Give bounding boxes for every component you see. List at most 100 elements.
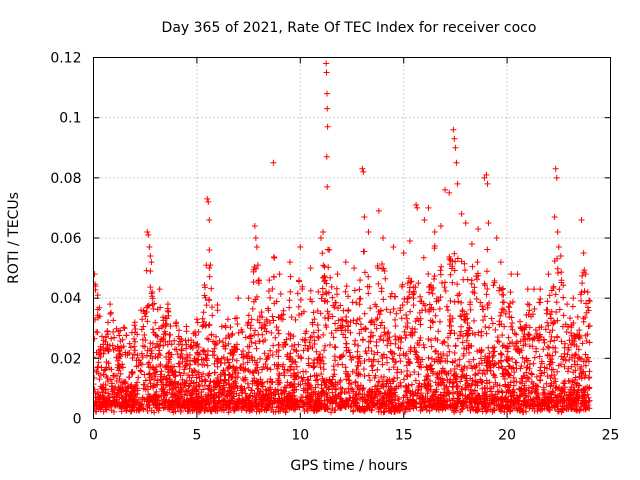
data-point xyxy=(533,348,540,355)
data-point xyxy=(570,295,577,302)
data-point xyxy=(328,283,335,290)
data-point xyxy=(451,330,458,337)
data-point xyxy=(540,346,547,353)
data-point xyxy=(184,351,191,358)
data-point xyxy=(421,344,428,351)
data-point xyxy=(554,333,561,340)
data-point xyxy=(93,349,100,356)
data-point xyxy=(556,286,563,293)
data-point xyxy=(191,368,198,375)
data-point xyxy=(558,269,565,276)
data-point xyxy=(523,408,530,415)
data-point xyxy=(442,279,449,286)
data-point xyxy=(464,394,471,401)
data-point xyxy=(386,366,393,373)
data-point xyxy=(141,371,148,378)
data-point xyxy=(360,248,367,255)
data-point xyxy=(491,344,498,351)
data-point xyxy=(518,325,525,332)
data-point xyxy=(459,339,466,346)
data-point xyxy=(401,296,408,303)
data-point xyxy=(154,354,161,361)
data-point xyxy=(129,354,136,361)
data-point xyxy=(268,329,275,336)
data-point xyxy=(253,345,260,352)
data-point xyxy=(149,295,156,302)
data-point xyxy=(483,268,490,275)
data-point xyxy=(547,375,554,382)
data-point xyxy=(468,241,475,248)
data-point xyxy=(577,370,584,377)
data-point xyxy=(198,373,205,380)
data-point xyxy=(381,268,388,275)
data-point xyxy=(532,382,539,389)
data-point xyxy=(342,259,349,266)
data-point xyxy=(543,310,550,317)
data-point xyxy=(446,348,453,355)
data-point xyxy=(415,280,422,287)
data-point xyxy=(104,319,111,326)
data-point xyxy=(225,340,232,347)
data-point xyxy=(407,308,414,315)
data-point xyxy=(234,321,241,328)
data-point xyxy=(219,339,226,346)
data-point xyxy=(536,299,543,306)
data-point xyxy=(438,398,445,405)
data-point xyxy=(147,353,154,360)
data-point xyxy=(126,374,133,381)
data-point xyxy=(273,404,280,411)
x-axis-label: GPS time / hours xyxy=(290,458,407,474)
data-point xyxy=(119,395,126,402)
data-point xyxy=(459,308,466,315)
data-point xyxy=(385,329,392,336)
data-point xyxy=(242,334,249,341)
data-point xyxy=(579,272,586,279)
data-point xyxy=(366,283,373,290)
data-point xyxy=(498,358,505,365)
data-point xyxy=(342,334,349,341)
data-point xyxy=(145,231,152,238)
data-point xyxy=(331,343,338,350)
data-point xyxy=(110,346,117,353)
data-point xyxy=(343,283,350,290)
data-point xyxy=(319,285,326,292)
data-point xyxy=(451,366,458,373)
data-point xyxy=(490,282,497,289)
data-point xyxy=(545,271,552,278)
data-point xyxy=(270,342,277,349)
data-point xyxy=(441,368,448,375)
data-point xyxy=(435,328,442,335)
data-point xyxy=(374,382,381,389)
data-point xyxy=(120,343,127,350)
data-point xyxy=(132,338,139,345)
data-point xyxy=(472,387,479,394)
data-point xyxy=(361,310,368,317)
data-point xyxy=(548,333,555,340)
data-point xyxy=(224,316,231,323)
data-point xyxy=(131,343,138,350)
data-point xyxy=(226,363,233,370)
data-point xyxy=(368,363,375,370)
data-point xyxy=(148,290,155,297)
data-point xyxy=(509,355,516,362)
data-point xyxy=(516,393,523,400)
data-point xyxy=(360,336,367,343)
data-point xyxy=(585,307,592,314)
y-tick-label: 0.1 xyxy=(59,111,81,127)
data-point xyxy=(415,359,422,366)
data-point xyxy=(206,382,213,389)
data-point xyxy=(473,295,480,302)
data-point xyxy=(427,386,434,393)
data-point xyxy=(426,308,433,315)
data-point xyxy=(412,326,419,333)
data-point xyxy=(499,299,506,306)
data-point xyxy=(93,374,98,381)
data-point xyxy=(114,343,121,350)
data-point xyxy=(175,360,182,367)
data-point xyxy=(536,324,543,331)
data-point xyxy=(203,395,210,402)
data-point xyxy=(275,330,282,337)
data-point xyxy=(242,366,249,373)
data-point xyxy=(204,362,211,369)
data-point xyxy=(406,238,413,245)
